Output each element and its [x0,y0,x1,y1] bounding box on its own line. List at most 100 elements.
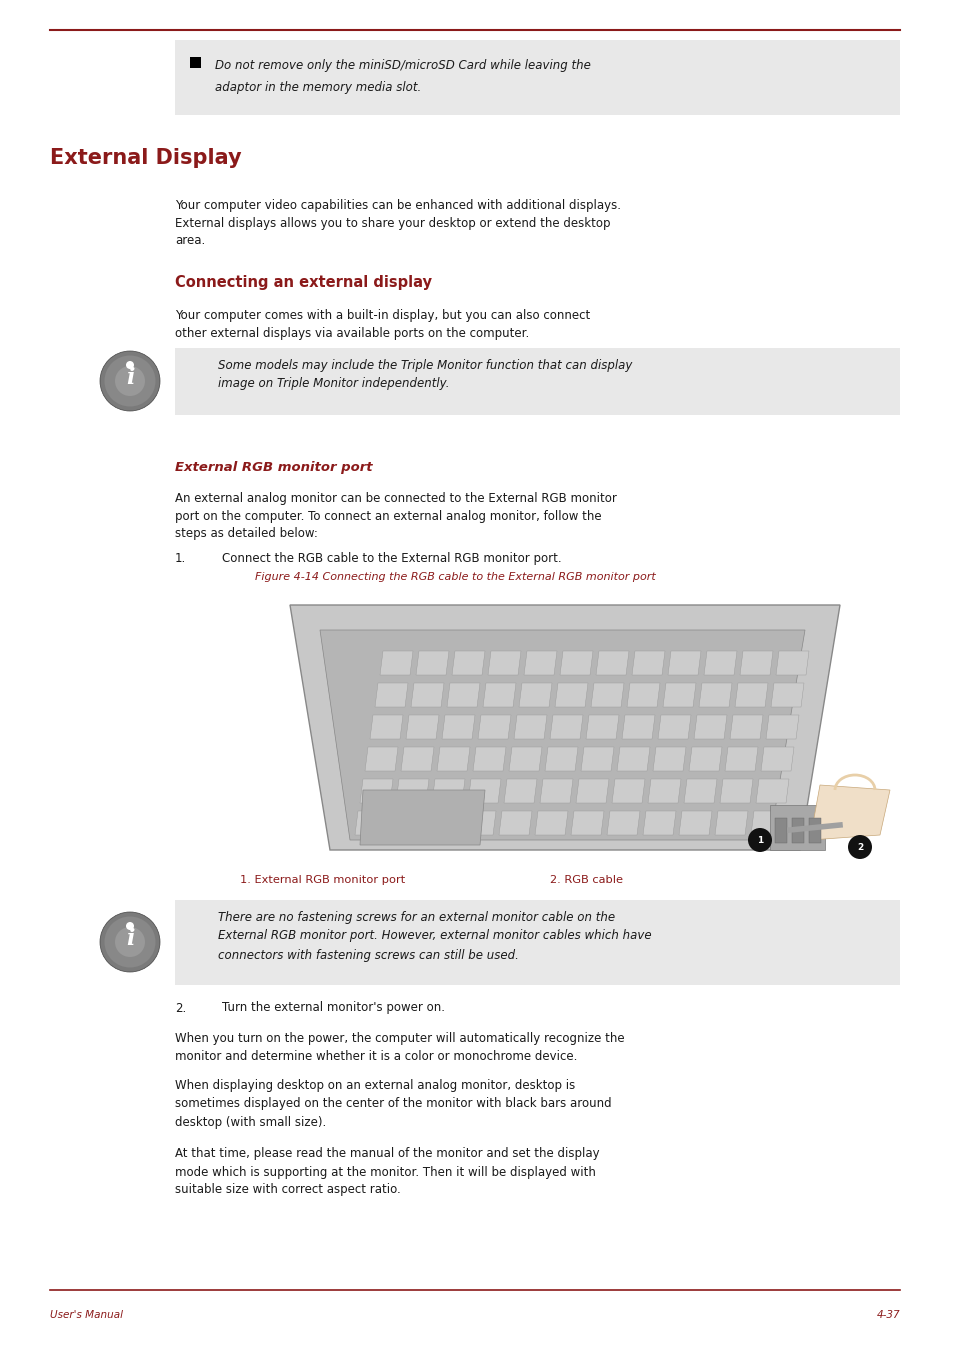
Polygon shape [617,746,649,771]
Polygon shape [441,716,475,738]
Polygon shape [498,811,532,835]
Text: External displays allows you to share your desktop or extend the desktop: External displays allows you to share yo… [174,217,610,230]
Text: mode which is supporting at the monitor. Then it will be displayed with: mode which is supporting at the monitor.… [174,1166,596,1178]
Polygon shape [720,779,752,803]
Polygon shape [514,716,546,738]
Text: connectors with fastening screws can still be used.: connectors with fastening screws can sti… [218,948,518,962]
Text: other external displays via available ports on the computer.: other external displays via available po… [174,327,529,339]
Polygon shape [468,779,500,803]
Polygon shape [658,716,690,738]
Polygon shape [740,651,772,675]
Polygon shape [319,629,804,841]
Polygon shape [488,651,520,675]
Polygon shape [652,746,685,771]
Polygon shape [667,651,700,675]
Text: 1: 1 [756,835,762,845]
Text: Your computer video capabilities can be enhanced with additional displays.: Your computer video capabilities can be … [174,199,620,211]
Polygon shape [770,683,803,707]
Polygon shape [503,779,537,803]
Polygon shape [365,746,397,771]
Polygon shape [809,785,889,841]
Text: When you turn on the power, the computer will automatically recognize the: When you turn on the power, the computer… [174,1032,624,1045]
Polygon shape [765,716,799,738]
Polygon shape [355,811,388,835]
Circle shape [747,829,771,851]
Polygon shape [571,811,603,835]
Polygon shape [452,651,484,675]
Text: adaptor in the memory media slot.: adaptor in the memory media slot. [214,81,421,94]
Polygon shape [703,651,737,675]
Circle shape [126,923,133,929]
Polygon shape [400,746,434,771]
Polygon shape [679,811,711,835]
Bar [774,818,786,843]
Polygon shape [734,683,767,707]
Polygon shape [724,746,758,771]
Circle shape [105,355,155,406]
Polygon shape [580,746,614,771]
Text: i: i [126,367,134,389]
Polygon shape [359,790,484,845]
Polygon shape [631,651,664,675]
Polygon shape [590,683,623,707]
Text: Connecting an external display: Connecting an external display [174,274,432,289]
FancyBboxPatch shape [174,900,899,985]
Polygon shape [391,811,423,835]
Polygon shape [729,716,762,738]
Polygon shape [544,746,578,771]
Circle shape [115,927,145,958]
Circle shape [100,351,160,412]
FancyBboxPatch shape [174,348,899,416]
Text: Do not remove only the miniSD/microSD Card while leaving the: Do not remove only the miniSD/microSD Ca… [214,58,590,71]
Text: area.: area. [174,234,205,247]
Text: There are no fastening screws for an external monitor cable on the: There are no fastening screws for an ext… [218,911,615,924]
Text: 2.: 2. [174,1002,186,1014]
Bar [791,818,803,843]
Polygon shape [750,811,783,835]
Polygon shape [555,683,587,707]
Polygon shape [760,746,793,771]
Text: Your computer comes with a built-in display, but you can also connect: Your computer comes with a built-in disp… [174,308,590,321]
Text: When displaying desktop on an external analog monitor, desktop is: When displaying desktop on an external a… [174,1080,575,1092]
Polygon shape [370,716,402,738]
Polygon shape [462,811,496,835]
Polygon shape [699,683,731,707]
Polygon shape [523,651,557,675]
Polygon shape [550,716,582,738]
Polygon shape [509,746,541,771]
Text: Figure 4-14 Connecting the RGB cable to the External RGB monitor port: Figure 4-14 Connecting the RGB cable to … [254,572,655,582]
Text: i: i [126,928,134,950]
Polygon shape [755,779,788,803]
Text: sometimes displayed on the center of the monitor with black bars around: sometimes displayed on the center of the… [174,1098,611,1111]
Polygon shape [693,716,726,738]
Text: monitor and determine whether it is a color or monochrome device.: monitor and determine whether it is a co… [174,1049,577,1063]
Circle shape [126,360,133,369]
Circle shape [105,916,155,967]
Polygon shape [539,779,573,803]
Polygon shape [473,746,505,771]
Polygon shape [612,779,644,803]
Text: External Display: External Display [50,148,241,168]
Polygon shape [436,746,470,771]
Text: 1.: 1. [174,551,186,565]
Polygon shape [447,683,479,707]
Polygon shape [432,779,464,803]
Polygon shape [427,811,459,835]
Polygon shape [683,779,717,803]
Polygon shape [395,779,429,803]
Text: User's Manual: User's Manual [50,1310,123,1319]
Text: External RGB monitor port: External RGB monitor port [174,460,373,473]
Polygon shape [411,683,443,707]
Text: 2. RGB cable: 2. RGB cable [550,876,622,885]
Polygon shape [290,605,840,850]
Polygon shape [647,779,680,803]
Polygon shape [477,716,511,738]
Text: steps as detailed below:: steps as detailed below: [174,527,317,541]
Text: image on Triple Monitor independently.: image on Triple Monitor independently. [218,378,449,390]
Text: At that time, please read the manual of the monitor and set the display: At that time, please read the manual of … [174,1147,599,1161]
Polygon shape [406,716,438,738]
Bar [808,818,821,843]
Text: An external analog monitor can be connected to the External RGB monitor: An external analog monitor can be connec… [174,491,617,504]
Bar [190,56,201,69]
Polygon shape [626,683,659,707]
